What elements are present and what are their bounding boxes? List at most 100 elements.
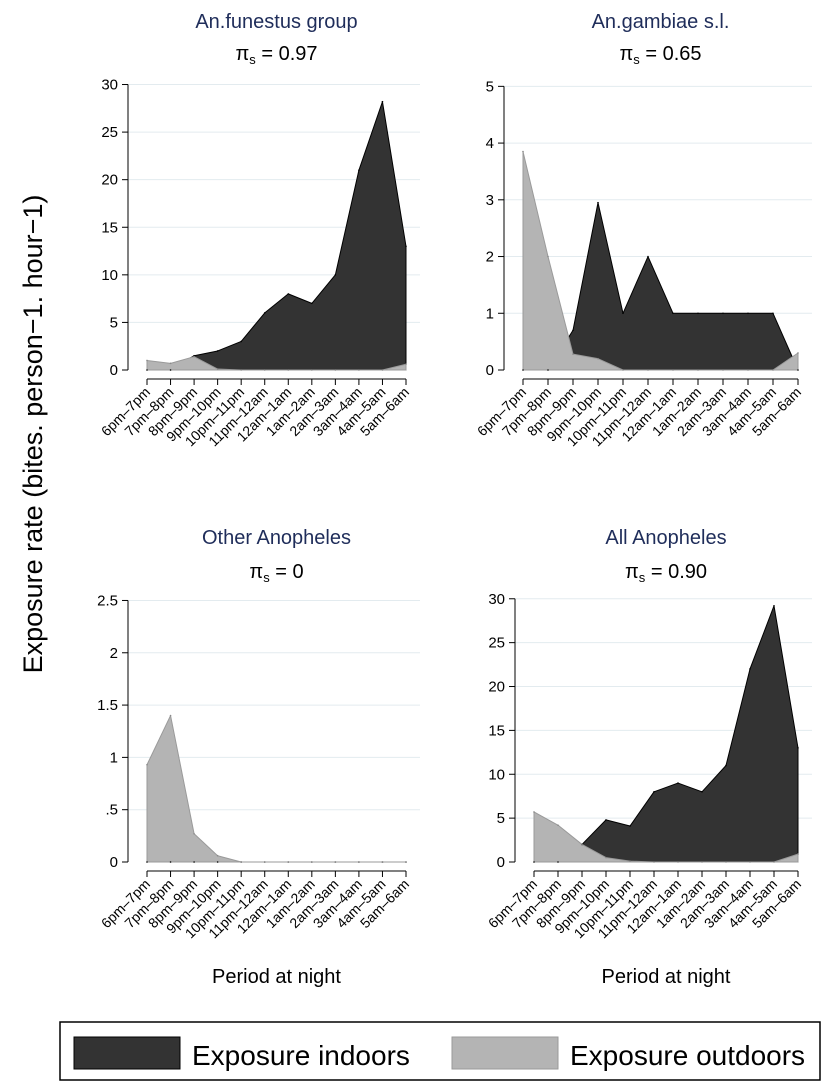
outdoor-point: [169, 362, 172, 365]
indoor-point: [747, 312, 749, 315]
panel-title: Other Anopheles: [202, 527, 351, 549]
indoor-point: [557, 861, 559, 863]
indoor-point: [522, 369, 524, 371]
indoor-point: [216, 350, 219, 352]
indoor-point: [381, 100, 384, 103]
outdoor-point: [263, 369, 266, 371]
pi-statistic: πs = 0.65: [619, 43, 701, 67]
panel-title: An.gambiae s.l.: [592, 11, 730, 33]
y-tick-label: 2: [486, 249, 494, 266]
y-tick-label: 0: [110, 854, 118, 871]
y-axis-title: Exposure rate (bites. person−1. hour−1): [18, 195, 48, 674]
outdoor-point: [622, 369, 624, 371]
pi-statistic: πs = 0.90: [625, 561, 707, 585]
indoor-point: [605, 819, 607, 821]
indoor-point: [697, 312, 699, 315]
outdoor-point: [557, 824, 559, 826]
indoor-point: [797, 369, 799, 371]
indoor-point: [647, 255, 649, 258]
outdoor-point: [334, 369, 337, 371]
indoor-point: [677, 782, 679, 784]
indoor-point: [263, 312, 266, 314]
outdoor-point: [747, 369, 749, 371]
outdoor-point: [287, 861, 290, 863]
outdoor-area: [146, 715, 407, 863]
y-tick-label: 20: [101, 172, 118, 189]
indoor-point: [547, 369, 549, 371]
indoor-point: [572, 329, 574, 332]
indoor-point: [797, 747, 799, 749]
pi-statistic: πs = 0: [249, 561, 303, 585]
outdoor-point: [358, 861, 360, 863]
outdoor-point: [169, 714, 172, 717]
outdoor-point: [653, 861, 655, 863]
indoor-area: [146, 101, 407, 371]
outdoor-point: [193, 832, 195, 835]
indoor-point: [772, 312, 774, 315]
outdoor-point: [572, 353, 574, 355]
outdoor-point: [772, 369, 774, 371]
legend-indoor-label: Exposure indoors: [192, 1040, 410, 1071]
indoor-point: [722, 312, 724, 315]
outdoor-point: [605, 856, 607, 859]
indoor-point: [216, 861, 219, 863]
indoor-point: [334, 274, 337, 276]
indoor-point: [405, 245, 407, 248]
y-tick-label: 25: [488, 635, 505, 652]
outdoor-point: [773, 861, 775, 863]
panel-title: All Anopheles: [605, 527, 726, 549]
y-tick-label: .5: [105, 802, 118, 819]
indoor-point: [358, 169, 360, 171]
y-tick-label: 30: [101, 77, 118, 94]
outdoor-point: [263, 861, 266, 863]
y-tick-label: 1.5: [97, 697, 118, 714]
y-tick-label: 2: [110, 645, 118, 662]
indoor-point: [773, 604, 775, 607]
y-tick-label: 5: [497, 810, 505, 827]
indoor-area: [533, 605, 799, 863]
y-tick-label: 2.5: [97, 592, 118, 609]
outdoor-point: [581, 843, 583, 846]
y-tick-label: 15: [488, 722, 505, 739]
y-tick-label: 0: [486, 362, 494, 379]
x-axis-title: Period at night: [212, 966, 341, 988]
legend-outdoor-swatch: [451, 1036, 559, 1070]
outdoor-point: [533, 811, 535, 813]
outdoor-point: [311, 861, 313, 863]
outdoor-point: [701, 861, 703, 863]
y-tick-label: 10: [101, 267, 118, 284]
y-tick-label: 0: [110, 362, 118, 379]
indoor-point: [146, 369, 148, 371]
y-tick-label: 15: [101, 219, 118, 236]
indoor-point: [193, 861, 195, 863]
outdoor-point: [358, 369, 360, 371]
y-tick-label: 5: [486, 78, 494, 95]
y-tick-label: 20: [488, 679, 505, 696]
outdoor-point: [725, 861, 727, 863]
y-tick-label: 10: [488, 766, 505, 783]
outdoor-point: [405, 363, 407, 366]
chart-panel-2: An.gambiae s.l.πs = 0.650123456pm–7pm7pm…: [474, 11, 812, 449]
y-tick-label: 30: [488, 591, 505, 608]
outdoor-point: [240, 861, 242, 863]
outdoor-point: [797, 853, 799, 855]
outdoor-point: [547, 255, 549, 258]
outdoor-point: [287, 369, 290, 371]
outdoor-point: [311, 369, 313, 371]
outdoor-point: [405, 861, 407, 863]
legend: Exposure indoors Exposure outdoors: [59, 1021, 821, 1081]
outdoor-point: [647, 369, 649, 371]
outdoor-point: [629, 860, 631, 862]
outdoor-point: [749, 861, 751, 863]
indoor-point: [701, 791, 703, 793]
y-tick-label: 1: [486, 305, 494, 322]
indoor-point: [672, 312, 674, 315]
outdoor-point: [216, 368, 219, 370]
indoor-point: [533, 861, 535, 863]
indoor-point: [597, 201, 599, 204]
outdoor-point: [381, 861, 384, 863]
indoor-point: [749, 668, 751, 670]
